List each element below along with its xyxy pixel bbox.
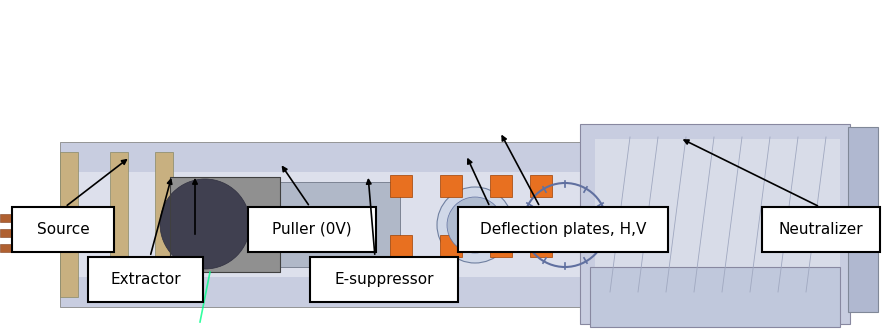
Circle shape bbox=[159, 179, 250, 269]
Text: Puller (0V): Puller (0V) bbox=[272, 222, 352, 237]
Bar bbox=[155, 152, 173, 297]
Text: E-suppressor: E-suppressor bbox=[334, 272, 433, 287]
Bar bbox=[489, 235, 511, 257]
Bar bbox=[457, 207, 667, 252]
Bar bbox=[0, 229, 65, 237]
Bar bbox=[390, 235, 411, 257]
Bar bbox=[170, 177, 280, 272]
Bar bbox=[110, 152, 128, 297]
Bar bbox=[530, 235, 551, 257]
Text: Neutralizer: Neutralizer bbox=[778, 222, 862, 237]
Circle shape bbox=[447, 197, 502, 253]
Bar bbox=[280, 182, 400, 267]
Bar bbox=[489, 175, 511, 197]
Text: Deflection plates, H,V: Deflection plates, H,V bbox=[479, 222, 646, 237]
Text: Source: Source bbox=[36, 222, 89, 237]
Bar bbox=[439, 175, 462, 197]
Bar bbox=[88, 257, 203, 302]
Bar bbox=[0, 214, 55, 222]
Bar bbox=[248, 207, 376, 252]
Bar bbox=[60, 152, 78, 297]
Bar bbox=[12, 207, 114, 252]
Circle shape bbox=[437, 187, 512, 263]
Bar bbox=[579, 124, 849, 324]
Bar bbox=[0, 244, 60, 252]
Bar bbox=[439, 235, 462, 257]
Bar bbox=[75, 172, 844, 277]
Bar bbox=[309, 257, 457, 302]
Text: Extractor: Extractor bbox=[110, 272, 181, 287]
Bar bbox=[589, 267, 839, 327]
Bar bbox=[761, 207, 879, 252]
Bar bbox=[595, 139, 839, 307]
Bar bbox=[60, 142, 859, 307]
Bar bbox=[847, 127, 877, 312]
Bar bbox=[530, 175, 551, 197]
Bar bbox=[170, 177, 280, 272]
Bar bbox=[390, 175, 411, 197]
